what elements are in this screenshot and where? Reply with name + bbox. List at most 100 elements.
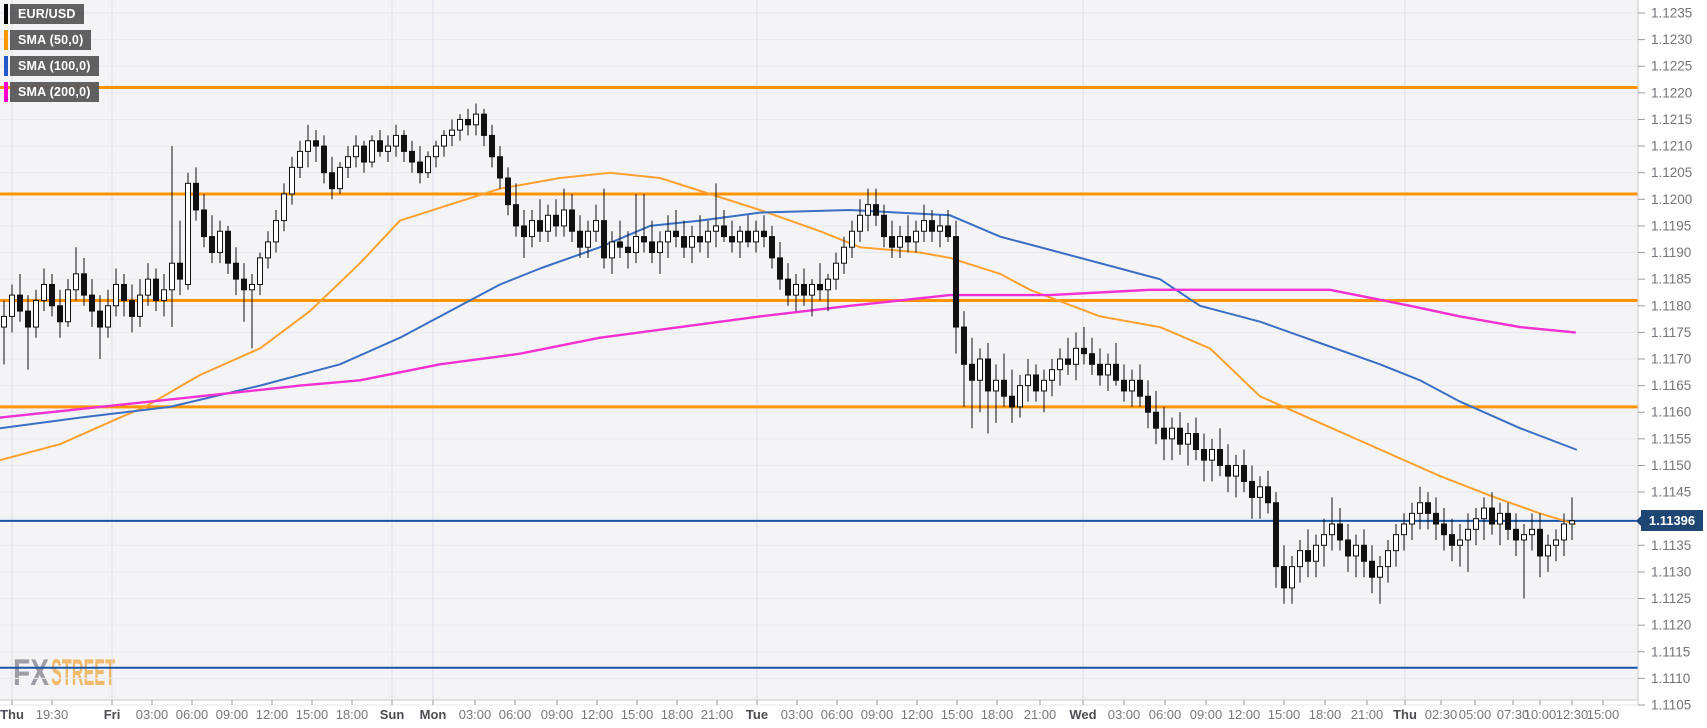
- candle[interactable]: [1145, 380, 1151, 429]
- candle[interactable]: [489, 124, 495, 168]
- candle[interactable]: [1521, 524, 1527, 599]
- legend-item-sma100[interactable]: SMA (100,0): [4, 56, 99, 76]
- candle[interactable]: [1161, 406, 1167, 461]
- time-axis[interactable]: Thu 19:30 Fri 03:00 06:00 09:00 12:00 15:00 18:0…: [0, 700, 1619, 722]
- candle[interactable]: [1049, 359, 1055, 397]
- candle[interactable]: [1465, 513, 1471, 572]
- candle[interactable]: [1329, 497, 1335, 551]
- candle[interactable]: [897, 225, 903, 258]
- candle[interactable]: [329, 156, 335, 200]
- candle[interactable]: [617, 220, 623, 258]
- candle[interactable]: [1337, 508, 1343, 551]
- candle[interactable]: [1201, 433, 1207, 482]
- candle[interactable]: [1305, 529, 1311, 578]
- candle[interactable]: [1393, 524, 1399, 567]
- candle[interactable]: [809, 279, 815, 317]
- candle[interactable]: [337, 162, 343, 194]
- candle[interactable]: [1433, 497, 1439, 540]
- candle[interactable]: [113, 268, 119, 317]
- candle[interactable]: [1193, 417, 1199, 461]
- candle[interactable]: [1313, 534, 1319, 578]
- candle[interactable]: [1545, 534, 1551, 572]
- candle[interactable]: [1129, 369, 1135, 407]
- candle[interactable]: [577, 215, 583, 258]
- candle[interactable]: [1409, 502, 1415, 540]
- candle[interactable]: [1, 300, 7, 365]
- candle[interactable]: [209, 215, 215, 264]
- candle[interactable]: [481, 108, 487, 147]
- candle[interactable]: [1001, 353, 1007, 407]
- candle[interactable]: [681, 220, 687, 258]
- candle[interactable]: [57, 289, 63, 338]
- candle[interactable]: [361, 140, 367, 173]
- candle[interactable]: [1217, 428, 1223, 477]
- candle[interactable]: [49, 273, 55, 317]
- candle[interactable]: [441, 130, 447, 157]
- candle[interactable]: [985, 343, 991, 434]
- candle[interactable]: [945, 209, 951, 242]
- candle[interactable]: [393, 124, 399, 157]
- candle[interactable]: [1321, 518, 1327, 567]
- candle[interactable]: [1449, 518, 1455, 562]
- candle[interactable]: [1137, 364, 1143, 407]
- candle[interactable]: [665, 215, 671, 258]
- candle[interactable]: [1225, 444, 1231, 493]
- candle[interactable]: [753, 220, 759, 253]
- candle[interactable]: [833, 252, 839, 290]
- candle[interactable]: [377, 130, 383, 157]
- candle[interactable]: [1417, 486, 1423, 530]
- candle[interactable]: [657, 231, 663, 274]
- candle[interactable]: [17, 273, 23, 322]
- candle[interactable]: [1361, 529, 1367, 578]
- candle[interactable]: [1537, 513, 1543, 578]
- candle[interactable]: [425, 151, 431, 179]
- candle[interactable]: [105, 289, 111, 338]
- candle[interactable]: [1553, 529, 1559, 562]
- candle[interactable]: [713, 183, 719, 248]
- candle[interactable]: [465, 108, 471, 136]
- candle[interactable]: [1401, 513, 1407, 551]
- candle[interactable]: [153, 268, 159, 312]
- candle[interactable]: [889, 220, 895, 258]
- candle[interactable]: [793, 273, 799, 312]
- candle[interactable]: [953, 220, 959, 354]
- candle[interactable]: [745, 215, 751, 248]
- candle[interactable]: [641, 193, 647, 253]
- candle[interactable]: [97, 295, 103, 359]
- candle[interactable]: [785, 263, 791, 306]
- candle[interactable]: [9, 284, 15, 333]
- candle[interactable]: [625, 231, 631, 269]
- candle[interactable]: [25, 295, 31, 370]
- candle[interactable]: [345, 146, 351, 179]
- candle[interactable]: [1185, 422, 1191, 466]
- candle[interactable]: [449, 119, 455, 147]
- candle[interactable]: [1257, 476, 1263, 519]
- candle[interactable]: [233, 247, 239, 296]
- candle[interactable]: [1241, 449, 1247, 493]
- candle[interactable]: [169, 146, 175, 328]
- candle[interactable]: [1249, 465, 1255, 519]
- candle[interactable]: [1041, 369, 1047, 413]
- candle[interactable]: [697, 215, 703, 253]
- candle[interactable]: [1289, 555, 1295, 604]
- candle[interactable]: [585, 220, 591, 258]
- candle[interactable]: [553, 199, 559, 237]
- candle[interactable]: [265, 231, 271, 269]
- candle[interactable]: [65, 279, 71, 328]
- candle[interactable]: [529, 209, 535, 248]
- candle[interactable]: [689, 225, 695, 264]
- candle[interactable]: [673, 209, 679, 248]
- candle[interactable]: [921, 204, 927, 242]
- candle[interactable]: [729, 220, 735, 253]
- candle[interactable]: [601, 188, 607, 269]
- candle[interactable]: [1033, 364, 1039, 402]
- candle[interactable]: [385, 135, 391, 163]
- candle[interactable]: [1529, 513, 1535, 551]
- candle[interactable]: [777, 241, 783, 290]
- candle[interactable]: [281, 183, 287, 232]
- candle[interactable]: [417, 146, 423, 184]
- candle[interactable]: [433, 140, 439, 168]
- candle[interactable]: [1457, 524, 1463, 567]
- candle[interactable]: [801, 268, 807, 306]
- candle[interactable]: [537, 199, 543, 242]
